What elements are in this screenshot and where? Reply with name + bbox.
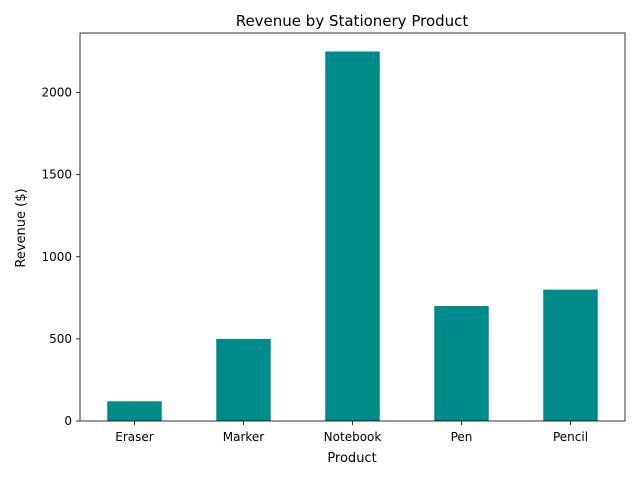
- x-tick-label: Pen: [451, 430, 473, 444]
- y-tick-label: 0: [64, 414, 72, 428]
- bar-pen: [434, 306, 489, 421]
- x-tick-label: Marker: [223, 430, 265, 444]
- chart-title: Revenue by Stationery Product: [236, 12, 469, 30]
- y-axis-label: Revenue ($): [14, 188, 29, 267]
- y-tick-label: 1000: [41, 250, 72, 264]
- x-axis-label: Product: [327, 451, 376, 466]
- x-tick-label: Pencil: [553, 430, 588, 444]
- x-tick-label: Notebook: [324, 430, 382, 444]
- bar-notebook: [325, 51, 380, 421]
- y-tick-label: 1500: [41, 168, 72, 182]
- x-tick-label: Eraser: [115, 430, 154, 444]
- bar-pencil: [543, 289, 598, 421]
- y-tick-label: 500: [49, 332, 72, 346]
- y-tick-label: 2000: [41, 86, 72, 100]
- ticks-layer: Eraser Marker Notebook Pen Pencil 0 500 1000 150…: [41, 86, 588, 444]
- bar-eraser: [107, 401, 162, 421]
- bar-marker: [216, 338, 271, 421]
- bars-layer: [107, 51, 598, 421]
